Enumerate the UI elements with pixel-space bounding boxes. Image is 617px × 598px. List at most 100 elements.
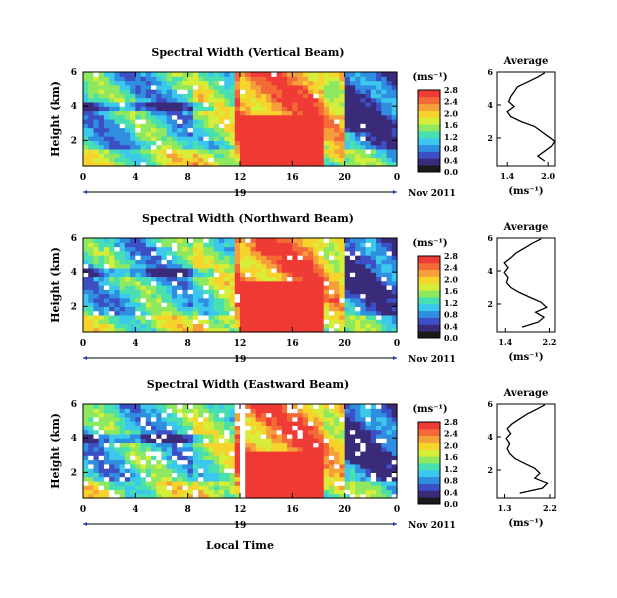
heatmap-cell [130, 404, 136, 409]
heatmap-cell [166, 310, 173, 316]
heatmap-cell [266, 267, 272, 273]
heatmap-cell [119, 267, 126, 273]
heatmap-cell [365, 80, 372, 86]
heatmap-cell [255, 153, 262, 159]
heatmap-cell [114, 459, 121, 465]
heatmap-cell [281, 127, 288, 133]
heatmap-cell [229, 144, 236, 150]
heatmap-cell [297, 297, 304, 303]
heatmap-cell [161, 459, 168, 465]
heatmap-cell [334, 255, 341, 260]
heatmap-cell [177, 127, 184, 133]
heatmap-cell [292, 110, 299, 116]
heatmap-cell [198, 297, 204, 303]
heatmap-cell [177, 267, 184, 273]
heatmap-cell [135, 314, 142, 320]
heatmap-cell [109, 463, 115, 469]
heatmap-cell [213, 421, 220, 426]
heatmap-cell [323, 246, 330, 252]
heatmap-cell [130, 412, 136, 418]
heatmap-cell [192, 463, 199, 469]
heatmap-cell [182, 289, 189, 295]
heatmap-cell [109, 323, 115, 329]
heatmap-cell [88, 272, 95, 278]
heatmap-cell [130, 280, 136, 286]
heatmap-cell [224, 144, 231, 150]
colorbar-swatch [418, 317, 440, 325]
heatmap-cell [156, 416, 163, 422]
heatmap-cell [119, 80, 126, 86]
heatmap-cell [355, 259, 361, 265]
heatmap-cell [376, 285, 382, 290]
heatmap-cell [203, 480, 210, 486]
heatmap-cell [318, 72, 325, 77]
heatmap-cell [344, 127, 351, 133]
heatmap-cell [156, 93, 163, 99]
heatmap-cell [308, 123, 314, 129]
heatmap-cell [103, 433, 110, 439]
heatmap-cell [271, 127, 278, 133]
heatmap-cell [245, 119, 252, 124]
heatmap-cell [124, 255, 131, 260]
heatmap-cell [271, 412, 278, 418]
heatmap-cell [328, 408, 335, 414]
heatmap-cell [287, 267, 293, 273]
heatmap-cell [182, 459, 189, 465]
heatmap-cell [224, 97, 231, 103]
heatmap-cell [302, 93, 309, 99]
heatmap-cell [323, 293, 330, 299]
heatmap-cell [292, 429, 299, 435]
heatmap-cell [166, 242, 173, 248]
heatmap-cell [234, 280, 241, 286]
heatmap-cell [219, 119, 225, 124]
heatmap-cell [145, 263, 152, 269]
heatmap-cell [260, 157, 267, 163]
heatmap-cell [114, 93, 121, 99]
heatmap-cell [161, 293, 168, 299]
heatmap-cell [198, 280, 204, 286]
heatmap-cell [365, 148, 372, 154]
heatmap-cell [119, 480, 126, 486]
heatmap-cell [349, 80, 356, 86]
heatmap-cell [376, 238, 382, 243]
heatmap-cell [276, 455, 283, 461]
heatmap-cell [349, 157, 356, 163]
heatmap-cell [93, 485, 100, 491]
heatmap-cell [287, 276, 293, 282]
heatmap-cell [192, 101, 199, 107]
heatmap-cell [208, 302, 215, 307]
heatmap-cell [381, 463, 388, 469]
heatmap-cell [229, 93, 236, 99]
heatmap-cell [386, 293, 393, 299]
heatmap-cell [250, 140, 257, 146]
heatmap-cell [83, 101, 89, 107]
heatmap-cell [328, 314, 335, 320]
heatmap-cell [381, 114, 388, 120]
heatmap-cell [83, 302, 89, 307]
heatmap-cell [229, 148, 236, 154]
heatmap-cell [213, 242, 220, 248]
heatmap-cell [109, 110, 115, 116]
heatmap-cell [140, 472, 147, 478]
heatmap-cell [365, 123, 372, 129]
colorbar: 0.00.40.81.21.62.02.42.8 [417, 417, 458, 509]
heatmap-cell [281, 421, 288, 426]
heatmap-cell [124, 319, 131, 325]
heatmap-cell [302, 106, 309, 112]
heatmap-cell [308, 459, 314, 465]
heatmap-cell [177, 280, 184, 286]
heatmap-cell [334, 493, 341, 499]
heatmap-cell [276, 493, 283, 499]
heatmap-cell [313, 267, 320, 273]
heatmap-cell [88, 327, 95, 333]
heatmap-cell [349, 110, 356, 116]
heatmap-cell [103, 310, 110, 316]
heatmap-cell [114, 446, 121, 452]
heatmap-cell [376, 97, 382, 103]
heatmap-cell [130, 136, 136, 141]
heatmap-cell [109, 404, 115, 409]
heatmap-cell [386, 84, 393, 90]
heatmap-cell [360, 408, 367, 414]
heatmap-cell [376, 250, 382, 256]
heatmap-cell [198, 285, 204, 290]
